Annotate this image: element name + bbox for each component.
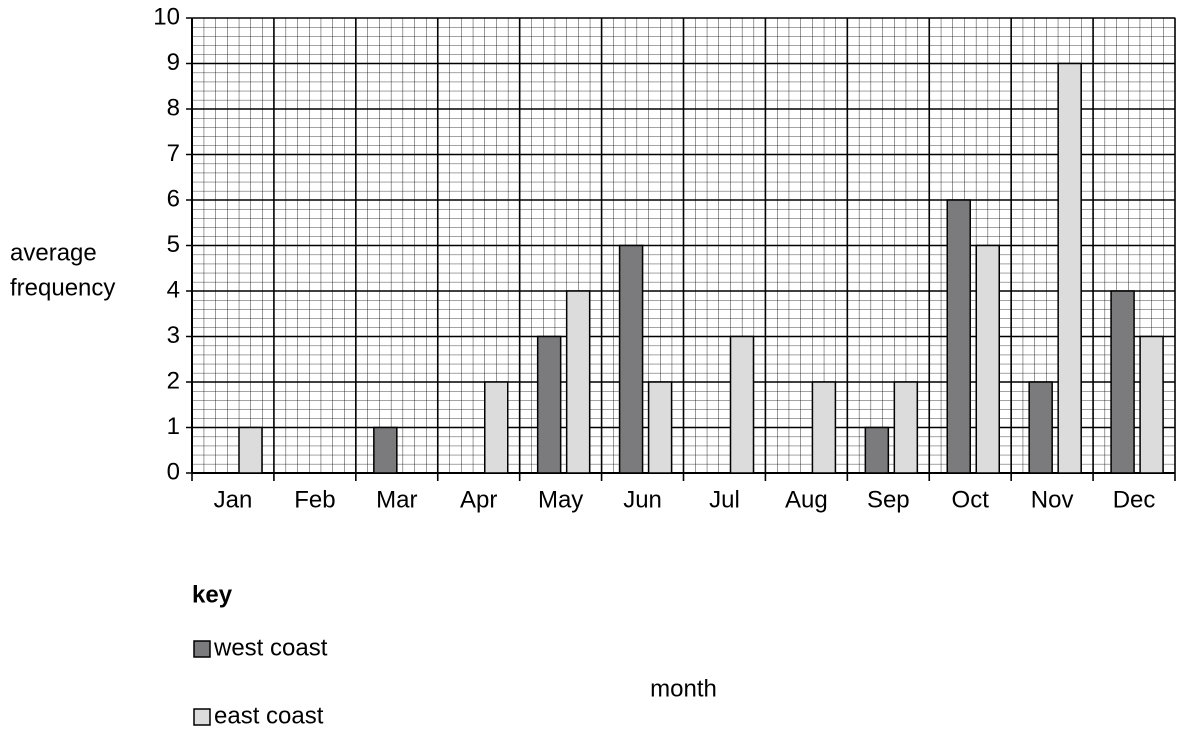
bar <box>946 199 971 474</box>
bar <box>536 335 562 474</box>
bar <box>618 244 644 474</box>
legend-label: east coast <box>214 702 324 729</box>
y-tick-label: 6 <box>167 185 180 212</box>
x-tick-label: Jul <box>709 486 740 513</box>
bar <box>1028 381 1053 474</box>
bar <box>811 381 837 474</box>
y-tick-label: 2 <box>167 367 180 394</box>
x-tick-label: Feb <box>294 486 335 513</box>
legend-swatch <box>193 640 211 658</box>
y-tick-label: 8 <box>167 94 180 121</box>
x-tick-label: Sep <box>867 486 910 513</box>
x-tick-label: Mar <box>376 486 417 513</box>
bar <box>1057 62 1082 474</box>
y-tick-label: 7 <box>167 140 180 167</box>
bar <box>373 426 398 474</box>
x-axis-label: month <box>650 675 717 702</box>
x-tick-label: Jun <box>623 486 662 513</box>
bar <box>1139 335 1164 474</box>
y-tick-label: 9 <box>167 49 180 76</box>
bar <box>647 381 673 474</box>
y-tick-label: 4 <box>167 276 180 303</box>
y-axis-label: average <box>10 239 97 266</box>
legend-label: west coast <box>213 634 328 661</box>
legend-title: key <box>192 581 233 608</box>
bar <box>729 335 755 474</box>
x-tick-label: Aug <box>785 486 828 513</box>
y-tick-label: 1 <box>167 413 180 440</box>
y-tick-label: 5 <box>167 231 180 258</box>
x-tick-label: Nov <box>1031 486 1074 513</box>
x-tick-label: May <box>538 486 583 513</box>
bar <box>893 381 919 474</box>
y-axis-label: frequency <box>10 274 115 301</box>
y-tick-label: 0 <box>167 458 180 485</box>
x-tick-label: Oct <box>952 486 990 513</box>
x-tick-label: Dec <box>1113 486 1156 513</box>
legend-swatch <box>193 708 211 726</box>
y-tick-label: 3 <box>167 322 180 349</box>
bar <box>975 244 1000 474</box>
bar <box>864 426 890 474</box>
bar <box>238 426 263 474</box>
x-tick-label: Apr <box>460 486 497 513</box>
bar <box>1110 290 1135 474</box>
x-tick-label: Jan <box>214 486 253 513</box>
y-tick-label: 10 <box>153 3 180 30</box>
bar <box>484 381 509 474</box>
bar <box>565 290 591 474</box>
